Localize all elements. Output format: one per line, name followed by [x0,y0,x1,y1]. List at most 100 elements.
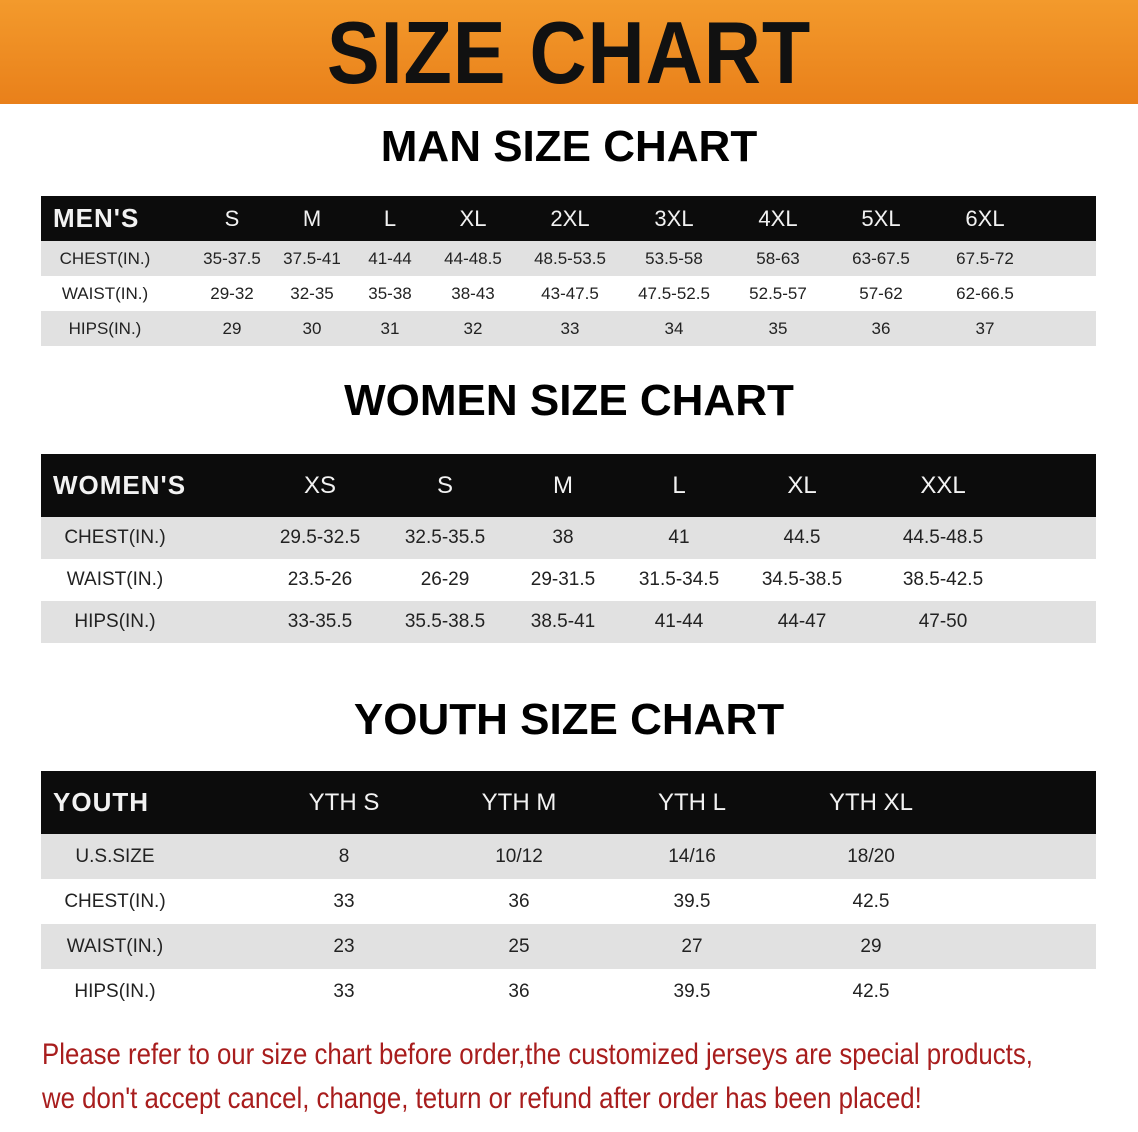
size-value-cell: 44-47 [777,611,827,632]
size-value-cell: 33 [333,981,355,1002]
size-value-cell: 44-48.5 [444,249,502,268]
size-value-cell: 33 [333,891,355,912]
size-value-cell: 44.5-48.5 [902,527,984,548]
size-header-cell: YTH L [657,789,726,816]
size-value-cell: 34.5-38.5 [761,569,843,590]
size-header-cell: 4XL [758,206,798,231]
table-row: CHEST(IN.) 33 36 39.5 42.5 [41,879,1096,924]
size-value-cell: 30 [302,319,322,338]
table-row: CHEST(IN.) 29.5-32.5 32.5-35.5 38 41 44.5 44.5… [41,517,1096,559]
size-header-cell: L [672,472,686,499]
size-header-cell: YTH M [481,789,557,816]
table-row: CHEST(IN.) 35-37.5 37.5-41 41-44 44-48.5 48.5… [41,241,1096,276]
size-value-cell: 23 [333,936,355,957]
table-row: WAIST(IN.) 23 25 27 29 [41,924,1096,969]
size-value-cell: 35 [768,319,788,338]
size-header-cell: XS [303,472,336,499]
size-value-cell: 53.5-58 [645,249,703,268]
size-value-cell: 27 [681,936,703,957]
size-value-cell: 31 [380,319,400,338]
size-value-cell: 33 [560,319,580,338]
table-row: WAIST(IN.) 29-32 32-35 35-38 38-43 43-47.5 47.… [41,276,1096,311]
size-value-cell: 35-37.5 [203,249,261,268]
size-value-cell: 42.5 [852,891,890,912]
youth-size-table: YOUTH YTH S YTH M YTH L YTH XL U.S.SIZE 8 10/12… [41,771,1096,1014]
size-value-cell: 48.5-53.5 [534,249,606,268]
size-header-cell: 2XL [550,206,590,231]
size-value-cell: 36 [508,891,530,912]
measurement-label: HIPS(IN.) [74,611,156,632]
size-header-cell: 3XL [654,206,694,231]
size-header-cell: XL [459,206,487,231]
table-title-cell: WOMEN'S [53,470,187,500]
men-size-table: MEN'S S M L XL 2XL 3XL 4XL 5XL 6XL CHEST(IN.) 35-37… [41,196,1096,346]
size-value-cell: 8 [338,846,350,867]
size-value-cell: 29 [860,936,882,957]
size-value-cell: 47-50 [918,611,968,632]
size-header-cell: L [383,206,397,231]
size-header-cell: XL [787,472,817,499]
size-value-cell: 25 [508,936,530,957]
size-header-cell: S [436,472,453,499]
youth-section-title: YOUTH SIZE CHART [353,695,785,744]
table-row: U.S.SIZE 8 10/12 14/16 18/20 [41,834,1096,879]
table-title-cell: YOUTH [53,787,149,817]
size-value-cell: 39.5 [673,981,711,1002]
size-value-cell: 33-35.5 [287,611,353,632]
size-header-cell: M [302,206,322,231]
measurement-label: CHEST(IN.) [59,249,151,268]
measurement-label: U.S.SIZE [75,846,155,867]
notice-line-2: we don't accept cancel, change, teturn o… [42,1082,922,1115]
men-section-title: MAN SIZE CHART [380,122,758,171]
women-size-table: WOMEN'S XS S M L XL XXL CHEST(IN.) 29.5-32.5 32.5… [41,454,1096,643]
size-value-cell: 44.5 [783,527,821,548]
banner-title: SIZE CHART [326,3,812,102]
size-value-cell: 67.5-72 [956,249,1014,268]
size-value-cell: 26-29 [420,569,470,590]
size-value-cell: 32-35 [290,284,334,303]
size-header-cell: M [553,472,573,499]
table-header-row: MEN'S S M L XL 2XL 3XL 4XL 5XL 6XL [41,196,1096,241]
size-header-cell: 6XL [965,206,1005,231]
measurement-label: HIPS(IN.) [74,981,156,1002]
table-row: WAIST(IN.) 23.5-26 26-29 29-31.5 31.5-34.5 34… [41,559,1096,601]
measurement-label: WAIST(IN.) [61,284,149,303]
size-value-cell: 36 [871,319,891,338]
size-value-cell: 14/16 [668,846,716,867]
measurement-label: CHEST(IN.) [64,891,166,912]
size-value-cell: 41-44 [368,249,412,268]
table-title-cell: MEN'S [53,203,140,233]
size-value-cell: 10/12 [495,846,543,867]
size-value-cell: 29.5-32.5 [279,527,361,548]
size-value-cell: 38-43 [451,284,495,303]
size-value-cell: 34 [664,319,684,338]
size-value-cell: 35.5-38.5 [404,611,486,632]
size-header-cell: YTH S [308,789,380,816]
size-header-cell: 5XL [861,206,901,231]
size-value-cell: 63-67.5 [852,249,910,268]
size-value-cell: 62-66.5 [956,284,1014,303]
size-value-cell: 52.5-57 [749,284,807,303]
size-value-cell: 23.5-26 [287,569,353,590]
size-value-cell: 37 [975,319,995,338]
size-value-cell: 32.5-35.5 [404,527,486,548]
size-value-cell: 39.5 [673,891,711,912]
measurement-label: HIPS(IN.) [68,319,142,338]
size-value-cell: 38.5-42.5 [902,569,984,590]
table-header-row: WOMEN'S XS S M L XL XXL [41,454,1096,517]
size-value-cell: 57-62 [859,284,903,303]
size-value-cell: 41-44 [654,611,704,632]
size-value-cell: 47.5-52.5 [638,284,710,303]
table-row: HIPS(IN.) 33 36 39.5 42.5 [41,969,1096,1014]
size-value-cell: 18/20 [847,846,895,867]
women-section-title: WOMEN SIZE CHART [344,376,794,425]
size-header-cell: XXL [920,472,966,499]
table-row: HIPS(IN.) 29 30 31 32 33 34 35 36 37 [41,311,1096,346]
table-header-row: YOUTH YTH S YTH M YTH L YTH XL [41,771,1096,834]
size-header-cell: S [224,206,240,231]
size-value-cell: 29-32 [210,284,254,303]
measurement-label: WAIST(IN.) [66,936,164,957]
size-value-cell: 36 [508,981,530,1002]
table-row: HIPS(IN.) 33-35.5 35.5-38.5 38.5-41 41-44 44-… [41,601,1096,643]
measurement-label: CHEST(IN.) [64,527,166,548]
